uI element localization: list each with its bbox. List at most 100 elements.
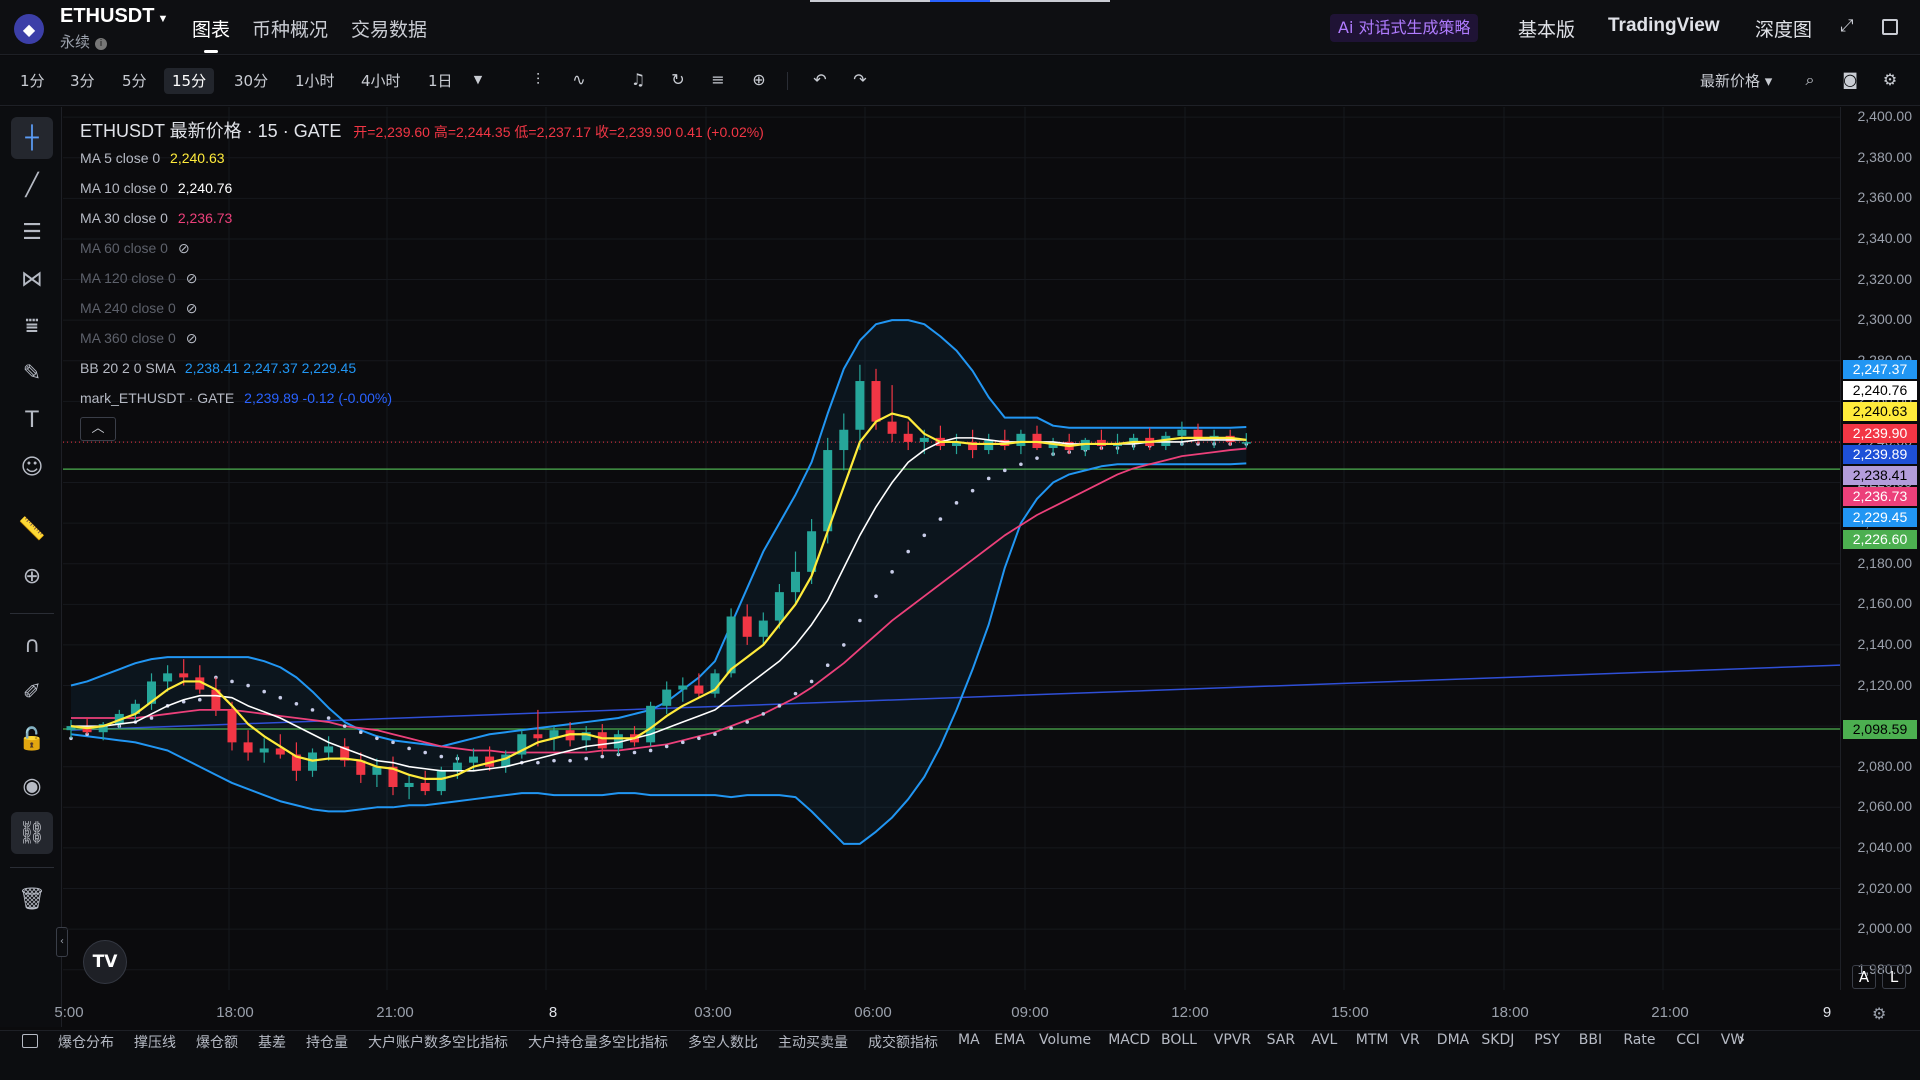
indicator-button[interactable]: MA: [958, 1032, 980, 1048]
legend-ma360[interactable]: MA 360 close 0 ⊘: [80, 330, 197, 347]
eye-hidden-icon[interactable]: ⊘: [177, 240, 190, 256]
brush-tool-icon[interactable]: ✎: [22, 360, 42, 386]
indicator-button[interactable]: MACD: [1108, 1032, 1151, 1048]
indicator-button[interactable]: 撑压线: [134, 1035, 176, 1051]
indicator-button[interactable]: 大户账户数多空比指标: [368, 1035, 508, 1051]
indicator-button[interactable]: MTM: [1355, 1032, 1389, 1048]
price-chart[interactable]: [63, 107, 1840, 990]
indicator-button[interactable]: AVL: [1311, 1032, 1338, 1048]
tradingview-button[interactable]: TradingView: [1608, 15, 1720, 36]
candle-type-icon[interactable]: ⫶: [535, 70, 540, 89]
eye-icon[interactable]: ◉: [22, 773, 42, 799]
timeframe-1d[interactable]: 1日: [428, 72, 453, 90]
indicator-button[interactable]: 多空人数比: [688, 1035, 758, 1051]
legend-ma240[interactable]: MA 240 close 0 ⊘: [80, 300, 197, 317]
indicator-button[interactable]: BOLL: [1161, 1032, 1197, 1048]
tradingview-logo[interactable]: TV: [83, 940, 127, 984]
candle-body: [98, 724, 108, 733]
log-scale-button[interactable]: L: [1882, 965, 1906, 989]
price-tick: 2,160.00: [1857, 595, 1913, 612]
legend-ma10[interactable]: MA 10 close 0 2,240.76: [80, 180, 232, 196]
redo-icon[interactable]: ↷: [853, 70, 867, 89]
ruler-icon[interactable]: 📏: [18, 516, 46, 542]
depth-chart-button[interactable]: 深度图: [1755, 19, 1813, 41]
timeframe-15m[interactable]: 15分: [164, 68, 215, 94]
indicator-button[interactable]: SAR: [1266, 1032, 1296, 1048]
legend-bb[interactable]: BB 20 2 0 SMA 2,238.41 2,247.37 2,229.45: [80, 360, 356, 376]
horizontal-lines-icon[interactable]: ☰: [22, 219, 42, 245]
indicator-button[interactable]: 主动买卖量: [778, 1035, 848, 1051]
lock-drawing-icon[interactable]: ✐: [22, 679, 42, 705]
eye-hidden-icon[interactable]: ⊘: [185, 330, 198, 346]
tab-trading-data[interactable]: 交易数据: [351, 19, 428, 41]
timezone-settings-icon[interactable]: ⚙: [1872, 1004, 1887, 1023]
legend-mark[interactable]: mark_ETHUSDT · GATE 2,239.89 -0.12 (-0.0…: [80, 390, 392, 406]
indicator-button[interactable]: 爆仓分布: [58, 1035, 114, 1051]
fib-tool-icon[interactable]: ⩸: [25, 313, 39, 339]
indicator-button[interactable]: CCI: [1676, 1032, 1700, 1048]
indicator-button[interactable]: SKDJ: [1481, 1032, 1515, 1048]
expand-icon[interactable]: ⤢: [1840, 16, 1854, 36]
basic-version-button[interactable]: 基本版: [1518, 19, 1576, 41]
indicator-button[interactable]: VW: [1720, 1032, 1745, 1048]
indicator-button[interactable]: 爆仓额: [196, 1035, 238, 1051]
legend-ma5[interactable]: MA 5 close 0 2,240.63: [80, 150, 225, 166]
indicator-button[interactable]: 基差: [258, 1035, 286, 1051]
timeframe-1h[interactable]: 1小时: [295, 72, 335, 90]
zoom-in-icon[interactable]: ⊕: [22, 563, 42, 589]
timeframe-1m[interactable]: 1分: [20, 72, 45, 90]
trendline-tool-icon[interactable]: ╱: [25, 172, 39, 198]
layout-icon[interactable]: ≡: [711, 70, 725, 89]
timeframe-3m[interactable]: 3分: [70, 72, 95, 90]
crosshair-icon[interactable]: ┼: [11, 117, 53, 159]
text-tool-icon[interactable]: T: [25, 407, 39, 433]
sar-dot: [809, 679, 814, 684]
camera-icon[interactable]: ◙: [1842, 70, 1858, 89]
emoji-icon[interactable]: ☺: [20, 454, 44, 480]
legend-collapse-button[interactable]: ︿: [80, 417, 116, 441]
trash-icon[interactable]: 🗑: [18, 886, 46, 912]
indicator-button[interactable]: DMA: [1436, 1032, 1470, 1048]
timeframe-dropdown-icon[interactable]: ▼: [473, 73, 483, 86]
legend-ma30[interactable]: MA 30 close 0 2,236.73: [80, 210, 232, 226]
collapse-sidebar-icon[interactable]: ‹: [56, 927, 68, 957]
indicator-button[interactable]: Rate: [1623, 1032, 1656, 1048]
tab-overview[interactable]: 币种概况: [252, 19, 329, 41]
indicator-button[interactable]: VPVR: [1213, 1032, 1252, 1048]
timeframe-4h[interactable]: 4小时: [361, 72, 401, 90]
settings-gear-icon[interactable]: ⚙: [1882, 70, 1898, 89]
indicator-button[interactable]: VR: [1400, 1032, 1420, 1048]
timeframe-5m[interactable]: 5分: [122, 72, 147, 90]
lock-icon[interactable]: 🔓: [18, 726, 46, 752]
eye-hidden-icon[interactable]: ⊘: [185, 270, 198, 286]
pattern-tool-icon[interactable]: ⋈: [21, 266, 43, 292]
ai-strategy-button[interactable]: Ai 对话式生成策略: [1330, 14, 1479, 42]
eye-hidden-icon[interactable]: ⊘: [185, 300, 198, 316]
alert-icon[interactable]: ♫: [630, 70, 646, 89]
indicator-button[interactable]: 成交额指标: [868, 1035, 938, 1051]
search-icon[interactable]: ⌕: [1805, 70, 1815, 89]
indicator-button[interactable]: 大户持仓量多空比指标: [528, 1035, 668, 1051]
legend-ma120[interactable]: MA 120 close 0 ⊘: [80, 270, 197, 287]
legend-ma60[interactable]: MA 60 close 0 ⊘: [80, 240, 190, 257]
indicators-icon[interactable]: ∿: [572, 70, 586, 89]
calendar-icon[interactable]: [22, 1034, 38, 1048]
replay-icon[interactable]: ↻: [671, 70, 685, 89]
window-icon[interactable]: [1882, 19, 1898, 35]
indicator-button[interactable]: BBI: [1578, 1032, 1603, 1048]
indicator-button[interactable]: Volume: [1039, 1032, 1092, 1048]
indicator-button[interactable]: 持仓量: [306, 1035, 348, 1051]
link-icon[interactable]: ⛓: [11, 812, 53, 854]
undo-icon[interactable]: ↶: [813, 70, 827, 89]
indicator-button[interactable]: PSY: [1534, 1032, 1561, 1048]
symbol-name[interactable]: ETHUSDT ▼: [60, 5, 168, 28]
chevron-right-icon[interactable]: ›: [1738, 1029, 1746, 1050]
auto-scale-button[interactable]: A: [1852, 965, 1876, 989]
indicator-button[interactable]: EMA: [994, 1032, 1025, 1048]
price-type-select[interactable]: 最新价格 ▾: [1700, 72, 1773, 90]
timeframe-30m[interactable]: 30分: [234, 72, 269, 90]
tab-chart[interactable]: 图表: [192, 15, 230, 53]
add-plus-icon[interactable]: ⊕: [752, 70, 766, 89]
magnet-icon[interactable]: ∩: [23, 632, 41, 658]
time-axis[interactable]: 5:00 18:00 21:00 8 03:00 06:00 09:00 12:00 15:00…: [54, 992, 1840, 1032]
